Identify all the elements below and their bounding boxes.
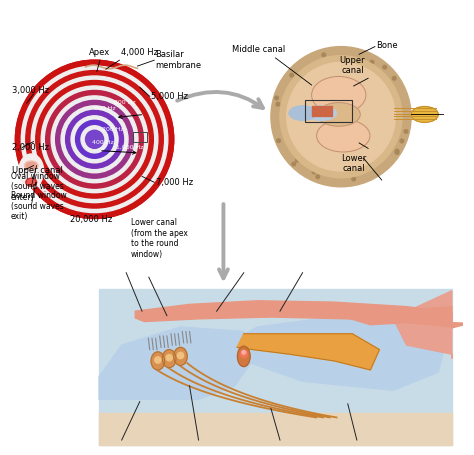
Text: Basilar
membrane: Basilar membrane xyxy=(155,51,202,70)
Circle shape xyxy=(287,62,395,171)
Bar xyxy=(305,101,352,122)
Ellipse shape xyxy=(311,76,366,114)
Circle shape xyxy=(85,130,104,148)
Ellipse shape xyxy=(19,154,44,188)
Circle shape xyxy=(51,96,138,183)
Circle shape xyxy=(16,60,173,218)
Circle shape xyxy=(280,56,402,178)
Text: Bone: Bone xyxy=(376,41,398,50)
Circle shape xyxy=(177,352,183,359)
Text: Apex: Apex xyxy=(90,48,110,57)
Ellipse shape xyxy=(317,103,360,126)
Circle shape xyxy=(383,66,386,69)
Circle shape xyxy=(71,116,118,163)
Text: 600 Hz: 600 Hz xyxy=(94,106,115,111)
Polygon shape xyxy=(348,307,470,328)
Bar xyxy=(323,106,327,116)
Circle shape xyxy=(21,66,168,212)
Circle shape xyxy=(322,53,326,56)
Text: Oval window
(sound waves
enter): Oval window (sound waves enter) xyxy=(11,172,64,202)
Polygon shape xyxy=(99,327,257,399)
Circle shape xyxy=(65,111,124,168)
Circle shape xyxy=(75,120,114,158)
Ellipse shape xyxy=(289,106,316,120)
Circle shape xyxy=(276,102,280,106)
Circle shape xyxy=(295,158,299,162)
Polygon shape xyxy=(135,301,452,327)
Text: Round window
(sound waves
exit): Round window (sound waves exit) xyxy=(11,192,67,221)
Text: 400 Hz: 400 Hz xyxy=(92,141,114,146)
Text: 200 Hz: 200 Hz xyxy=(102,127,124,132)
Ellipse shape xyxy=(26,178,36,187)
Circle shape xyxy=(370,61,374,64)
Text: Upper canal: Upper canal xyxy=(12,166,63,175)
Text: Upper
canal: Upper canal xyxy=(339,56,365,75)
Circle shape xyxy=(395,151,399,154)
Bar xyxy=(328,106,332,116)
Circle shape xyxy=(16,60,173,218)
Text: Middle canal: Middle canal xyxy=(232,46,286,54)
Text: 2,000 Hz: 2,000 Hz xyxy=(12,143,49,152)
Bar xyxy=(99,288,452,445)
Polygon shape xyxy=(226,309,452,390)
Circle shape xyxy=(166,354,173,361)
Circle shape xyxy=(55,101,134,178)
Circle shape xyxy=(26,71,163,208)
Circle shape xyxy=(312,170,316,174)
Circle shape xyxy=(155,357,161,363)
Text: 3,000 Hz: 3,000 Hz xyxy=(12,86,49,95)
Text: 20,000 Hz: 20,000 Hz xyxy=(70,215,112,224)
Circle shape xyxy=(240,350,247,358)
Circle shape xyxy=(277,139,280,142)
Circle shape xyxy=(61,106,128,173)
Text: 7,000 Hz: 7,000 Hz xyxy=(155,178,193,187)
Circle shape xyxy=(290,73,293,77)
Text: 5,000 Hz: 5,000 Hz xyxy=(151,92,188,101)
Ellipse shape xyxy=(151,352,164,370)
Polygon shape xyxy=(99,413,452,445)
Text: 4,000 Hz: 4,000 Hz xyxy=(121,48,158,57)
Circle shape xyxy=(242,350,246,354)
Circle shape xyxy=(31,76,158,202)
Circle shape xyxy=(46,91,144,188)
Circle shape xyxy=(395,149,399,153)
Polygon shape xyxy=(237,334,380,370)
Polygon shape xyxy=(393,291,452,359)
Circle shape xyxy=(392,76,396,80)
Ellipse shape xyxy=(26,162,36,169)
Bar xyxy=(311,106,316,116)
Text: Lower canal
(from the apex
to the round
window): Lower canal (from the apex to the round … xyxy=(131,218,188,258)
Circle shape xyxy=(400,139,404,143)
Circle shape xyxy=(316,175,319,178)
Circle shape xyxy=(404,130,408,133)
Circle shape xyxy=(41,86,148,192)
Circle shape xyxy=(271,46,411,187)
Ellipse shape xyxy=(27,180,35,185)
Text: 1,000 Hz: 1,000 Hz xyxy=(116,145,144,150)
Circle shape xyxy=(36,81,153,198)
Ellipse shape xyxy=(25,161,38,170)
Ellipse shape xyxy=(163,349,176,368)
Ellipse shape xyxy=(237,346,250,367)
Ellipse shape xyxy=(173,347,187,365)
Ellipse shape xyxy=(317,119,370,152)
Text: Lower
canal: Lower canal xyxy=(341,154,366,173)
Ellipse shape xyxy=(305,106,337,120)
Circle shape xyxy=(292,162,296,166)
Circle shape xyxy=(275,96,278,100)
Ellipse shape xyxy=(411,106,438,122)
Bar xyxy=(133,131,147,142)
Circle shape xyxy=(81,126,108,153)
Bar xyxy=(318,106,321,116)
Circle shape xyxy=(352,177,356,181)
Text: 800 Hz: 800 Hz xyxy=(115,100,136,105)
